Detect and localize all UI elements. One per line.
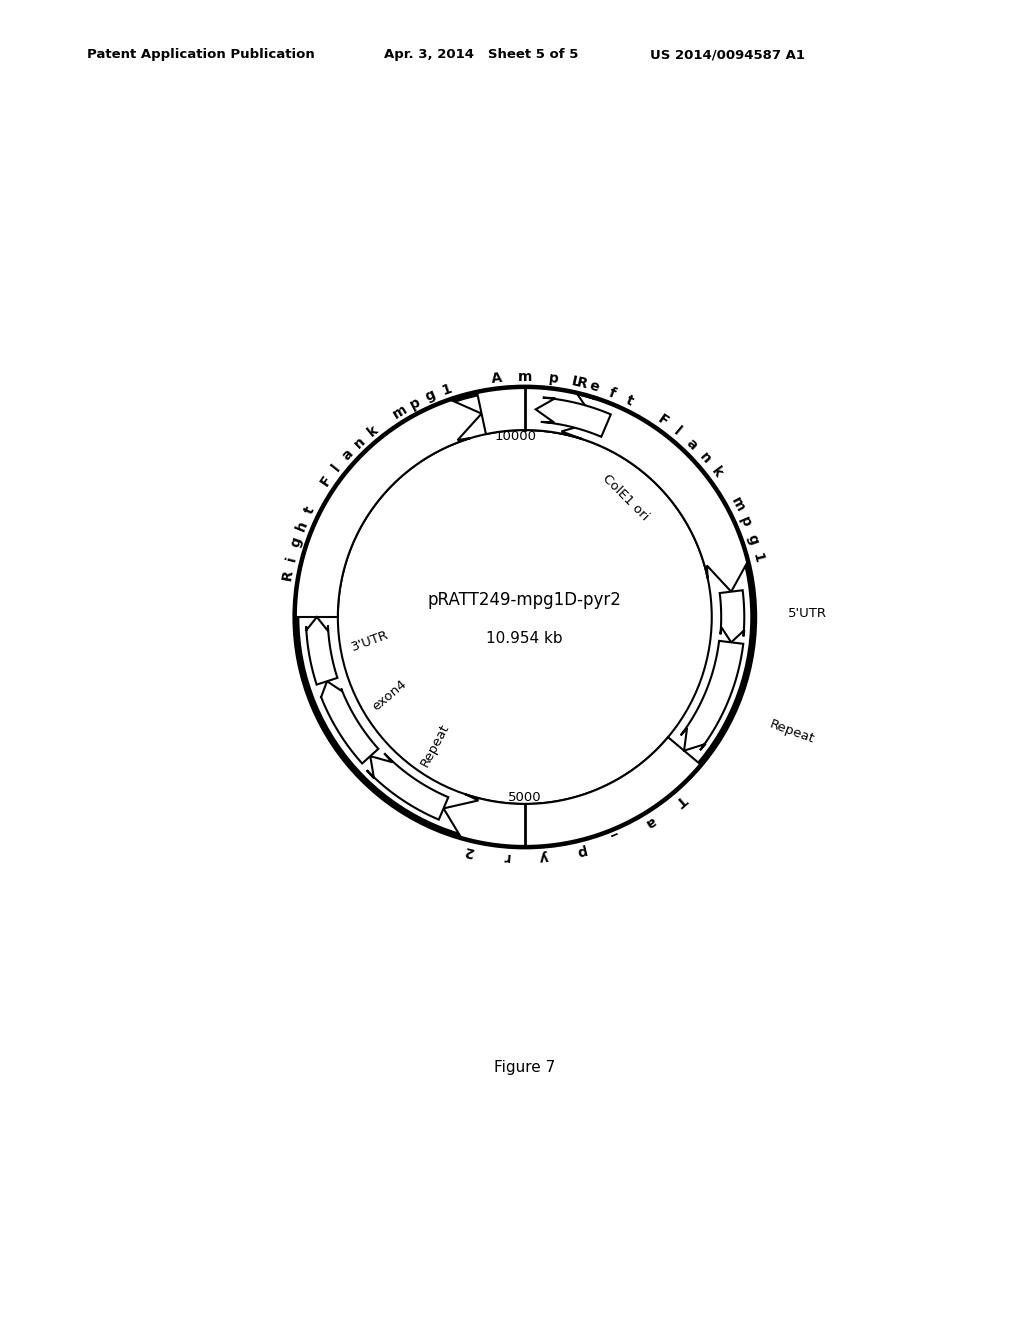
Text: 3'UTR: 3'UTR: [350, 628, 391, 655]
Text: h: h: [294, 519, 310, 533]
Polygon shape: [720, 590, 744, 643]
Text: F: F: [318, 474, 335, 488]
Polygon shape: [477, 388, 596, 440]
Polygon shape: [535, 388, 749, 591]
Text: p: p: [408, 395, 423, 412]
Text: a: a: [339, 446, 356, 463]
Text: i: i: [285, 554, 299, 562]
Text: n: n: [351, 434, 368, 451]
Polygon shape: [443, 737, 700, 846]
Text: g: g: [288, 535, 304, 549]
Text: exon4: exon4: [370, 677, 409, 713]
Text: Apr. 3, 2014   Sheet 5 of 5: Apr. 3, 2014 Sheet 5 of 5: [384, 48, 579, 61]
Text: a: a: [643, 813, 658, 830]
Text: pRATT249-mpg1D-pyr2: pRATT249-mpg1D-pyr2: [428, 591, 622, 610]
Text: US 2014/0094587 A1: US 2014/0094587 A1: [650, 48, 805, 61]
Polygon shape: [367, 754, 449, 820]
Text: e: e: [588, 379, 601, 395]
Polygon shape: [681, 640, 743, 751]
Text: Repeat: Repeat: [768, 718, 816, 747]
Text: _: _: [611, 832, 623, 847]
Text: y: y: [539, 849, 549, 865]
Text: f: f: [607, 385, 617, 401]
Text: 10000: 10000: [495, 430, 537, 444]
Polygon shape: [306, 616, 338, 685]
Text: 2: 2: [462, 842, 475, 859]
Text: r: r: [502, 849, 510, 863]
Text: k: k: [365, 422, 380, 440]
Polygon shape: [296, 397, 481, 616]
Text: R: R: [281, 569, 296, 582]
Text: ColE1 ori: ColE1 ori: [600, 471, 651, 523]
Text: g: g: [423, 388, 438, 404]
Text: t: t: [301, 504, 317, 516]
Text: 5'UTR: 5'UTR: [788, 607, 827, 619]
Text: m: m: [390, 401, 410, 421]
Text: n: n: [696, 450, 714, 466]
Text: t: t: [624, 393, 636, 408]
Text: p: p: [737, 515, 754, 529]
Polygon shape: [536, 397, 610, 437]
Text: p: p: [574, 842, 588, 859]
Text: a: a: [683, 436, 700, 453]
Text: p: p: [548, 371, 559, 385]
Text: g: g: [744, 532, 761, 546]
Text: l: l: [330, 461, 343, 474]
Text: T: T: [673, 791, 689, 808]
Polygon shape: [321, 681, 379, 763]
Text: R: R: [574, 375, 589, 392]
Text: L: L: [570, 375, 582, 389]
Text: F: F: [654, 412, 671, 429]
Text: m: m: [728, 495, 746, 515]
Text: 10.954 kb: 10.954 kb: [486, 631, 563, 645]
Text: 1: 1: [750, 552, 766, 564]
Text: m: m: [518, 370, 532, 384]
Text: 5000: 5000: [508, 791, 542, 804]
Text: Patent Application Publication: Patent Application Publication: [87, 48, 314, 61]
Text: Repeat: Repeat: [419, 722, 452, 768]
Text: A: A: [490, 371, 503, 385]
Text: Figure 7: Figure 7: [495, 1060, 555, 1074]
Text: 1: 1: [439, 381, 454, 397]
Text: l: l: [672, 425, 684, 438]
Text: k: k: [709, 465, 725, 480]
